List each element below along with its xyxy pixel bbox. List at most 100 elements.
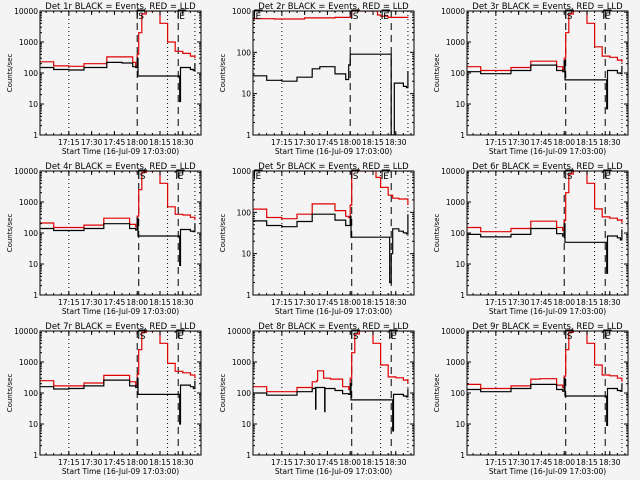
series-line-lld [253,331,409,393]
y-tick-label: 1000 [446,38,465,47]
detector-panel: Det 1r BLACK = Events, RED = LLD S E 1 10 100… [0,0,213,160]
marker-s: S [565,169,574,182]
marker-label: S [138,12,144,22]
chart-title: Det 9r BLACK = Events, RED = LLD [472,322,623,332]
marker-label: E [605,12,611,22]
x-tick-label: 17:15 [58,458,80,467]
plot-frame [39,330,202,456]
marker-s: S [351,169,360,182]
plot-frame [252,170,415,296]
plot-frame [252,330,415,456]
y-tick-label: 1000 [446,358,465,367]
x-tick-label: 17:45 [317,138,339,147]
series-group [467,11,623,110]
y-tick-label: 1000 [19,38,38,47]
chart-title: Det 7r BLACK = Events, RED = LLD [45,322,196,332]
detector-panel: Det 3r BLACK = Events, RED = LLD S E 1 10 100… [427,0,640,160]
marker-e: E [603,169,612,182]
y-tick-label: 10000 [441,7,465,16]
series-line-events [467,377,623,426]
series-line-lld [40,171,196,229]
x-tick-label: 18:30 [599,458,621,467]
marker-e: E [254,169,263,182]
marker-s: S [351,9,360,22]
marker-label: S [567,172,573,182]
x-tick-label: 17:15 [271,458,293,467]
y-axis-label: Counts/sec [219,54,227,93]
marker-bracket [565,9,574,19]
detector-panel: Det 8r BLACK = Events, RED = LLD S E 1 10 100… [213,320,426,480]
marker-label: S [353,172,359,182]
y-tick-label: 1000 [19,358,38,367]
x-tick-label: 17:45 [104,138,126,147]
chart-title: Det 2r BLACK = Events, RED = LLD [258,2,409,12]
y-tick-label: 10000 [14,167,38,176]
detector-panel: Det 6r BLACK = Events, RED = LLD S E 1 10 100… [427,160,640,320]
marker-e: E [603,329,612,342]
x-tick-label: 17:30 [294,138,316,147]
x-tick-label: 17:15 [485,458,507,467]
y-tick-label: 100 [237,48,252,57]
x-tick-label: 17:15 [485,138,507,147]
x-tick-label: 17:45 [317,458,339,467]
x-tick-label: 17:45 [104,298,126,307]
detector-panel: Det 7r BLACK = Events, RED = LLD S E 1 10 100… [0,320,213,480]
x-tick-label: 17:15 [271,298,293,307]
y-tick-label: 100 [24,69,39,78]
x-tick-label: 18:15 [576,458,598,467]
x-axis-label: Start Time (16-Jul-09 17:03:00) [275,147,392,156]
x-tick-label: 17:30 [81,458,103,467]
y-tick-label: 100 [24,229,39,238]
marker-s: S [351,329,360,342]
y-tick-label: 1 [33,131,38,140]
y-tick-label: 10 [241,250,251,259]
x-tick-label: 18:00 [553,298,575,307]
x-axis-label: Start Time (16-Jul-09 17:03:00) [275,307,392,316]
y-tick-label: 1 [246,131,251,140]
series-group [253,11,409,135]
marker-label: S [567,12,573,22]
y-tick-label: 1000 [232,167,251,176]
x-tick-label: 18:30 [385,298,407,307]
marker-e: E [176,329,185,342]
y-tick-label: 100 [237,208,252,217]
detector-panel: Det 5r BLACK = Events, RED = LLD E S E 1 10 10… [213,160,426,320]
x-tick-label: 17:30 [508,298,530,307]
marker-e: E [176,169,185,182]
x-axis-label: Start Time (16-Jul-09 17:03:00) [275,467,392,476]
y-tick-label: 10000 [227,327,251,336]
x-tick-label: 17:30 [81,138,103,147]
series-group [40,11,196,103]
series-line-lld [467,11,623,72]
x-tick-label: 18:15 [362,458,384,467]
x-tick-label: 18:00 [339,298,361,307]
plot-frame [466,10,629,136]
y-tick-label: 1 [460,131,465,140]
series-line-events [253,213,409,284]
marker-label: E [605,332,611,342]
marker-e: E [389,329,398,342]
series-group [467,171,623,274]
marker-label: S [353,12,359,22]
series-group [467,331,623,426]
y-axis-label: Counts/sec [6,214,14,253]
x-tick-label: 18:30 [599,298,621,307]
x-tick-label: 18:15 [149,138,171,147]
marker-bracket [565,329,574,339]
marker-bracket [603,9,612,19]
y-tick-label: 1000 [446,198,465,207]
series-line-events [253,53,409,135]
plot-frame [466,330,629,456]
x-axis-label: Start Time (16-Jul-09 17:03:00) [489,147,606,156]
marker-bracket [565,169,574,179]
y-tick-label: 10 [28,260,38,269]
marker-label: E [391,332,397,342]
y-tick-label: 10 [455,260,465,269]
y-axis-label: Counts/sec [219,374,227,413]
series-line-events [40,217,196,266]
marker-bracket [254,169,263,179]
y-tick-label: 1 [246,291,251,300]
